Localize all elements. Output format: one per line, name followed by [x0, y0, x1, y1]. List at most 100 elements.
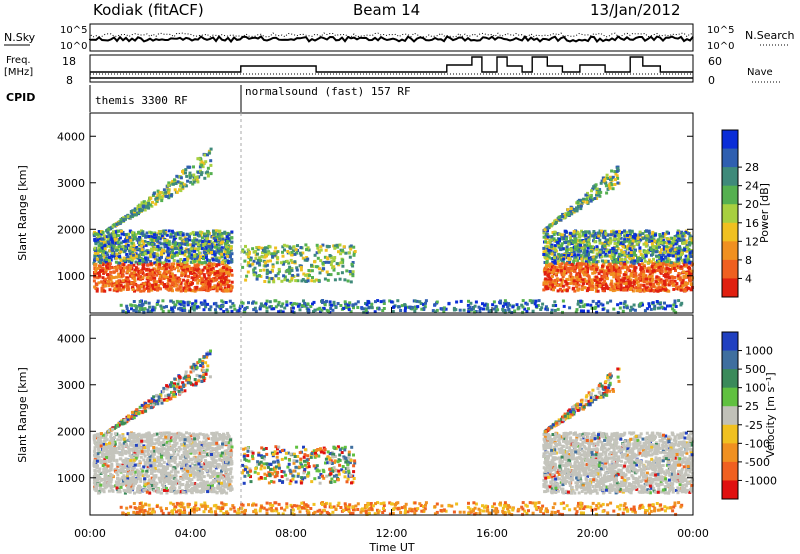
range-cell: [657, 259, 661, 263]
range-cell: [189, 247, 193, 251]
range-cell: [276, 272, 280, 276]
range-cell: [531, 299, 535, 303]
range-cell: [649, 248, 653, 252]
range-cell: [198, 257, 201, 261]
range-cell: [223, 256, 227, 260]
range-cell: [562, 257, 566, 261]
range-cell: [521, 299, 525, 303]
range-cell: [155, 258, 159, 262]
range-cell: [589, 246, 593, 250]
range-cell: [222, 259, 226, 263]
range-cell: [652, 257, 655, 261]
range-cell: [134, 307, 138, 311]
range-cell: [229, 305, 233, 309]
range-cell: [681, 279, 685, 283]
range-cell: [632, 264, 636, 268]
range-cell: [155, 273, 159, 277]
range-cell: [585, 200, 589, 204]
range-cell: [563, 213, 567, 217]
range-cell: [193, 254, 197, 258]
range-cell: [521, 310, 525, 314]
range-cell: [101, 241, 105, 245]
range-cell: [545, 270, 549, 274]
range-cell: [677, 249, 681, 253]
range-cell: [666, 275, 670, 279]
range-cell: [600, 251, 604, 255]
range-cell: [579, 277, 583, 281]
range-cell: [225, 289, 229, 293]
range-cell: [622, 288, 626, 292]
range-cell: [316, 307, 320, 311]
range-cell: [106, 262, 110, 266]
range-cell: [631, 269, 635, 273]
range-cell: [112, 270, 116, 274]
range-cell: [150, 288, 154, 292]
range-cell: [109, 270, 113, 274]
range-cell: [658, 286, 662, 290]
range-cell: [213, 271, 217, 275]
range-cell: [186, 267, 189, 271]
range-cell: [241, 249, 244, 253]
range-cell: [572, 231, 576, 235]
range-cell: [612, 260, 616, 264]
range-cell: [153, 236, 157, 240]
range-cell: [503, 299, 507, 303]
range-cell: [126, 243, 130, 247]
range-cell: [194, 176, 197, 180]
range-cell: [595, 275, 598, 279]
range-cell: [203, 275, 207, 279]
range-cell: [347, 305, 351, 309]
range-cell: [212, 240, 216, 244]
range-cell: [193, 274, 196, 277]
range-cell: [153, 261, 157, 265]
range-cell: [179, 189, 183, 193]
range-cell: [232, 304, 236, 308]
range-cell: [93, 257, 97, 261]
range-cell: [602, 275, 605, 279]
range-cell: [579, 280, 583, 283]
range-cell: [101, 276, 105, 280]
range-cell: [169, 268, 173, 272]
range-cell: [107, 227, 111, 231]
range-cell: [553, 261, 557, 265]
range-cell: [108, 256, 112, 259]
range-cell: [546, 287, 550, 291]
range-cell: [621, 242, 625, 246]
range-cell: [143, 251, 147, 255]
range-cell: [165, 233, 169, 237]
range-cell: [281, 302, 285, 306]
range-cell: [570, 234, 574, 238]
range-cell: [172, 259, 176, 262]
range-cell: [121, 266, 125, 270]
range-cell: [649, 235, 653, 239]
range-cell: [603, 279, 607, 283]
range-cell: [126, 270, 130, 274]
range-cell: [216, 270, 220, 274]
range-cell: [93, 251, 97, 255]
range-cell: [130, 281, 134, 285]
range-cell: [215, 263, 219, 267]
range-cell: [101, 269, 105, 273]
range-cell: [293, 252, 297, 256]
range-cell: [197, 170, 201, 174]
range-cell: [628, 247, 632, 251]
range-cell: [188, 309, 192, 313]
range-cell: [159, 274, 163, 277]
range-cell: [98, 265, 102, 269]
range-cell: [568, 274, 572, 278]
range-cell: [259, 259, 263, 263]
range-cell: [191, 302, 195, 306]
range-cell: [351, 270, 355, 274]
range-cell: [670, 247, 674, 251]
range-cell: [155, 280, 159, 284]
range-cell: [304, 273, 308, 277]
cpid-mode-1: themis 3300 RF: [95, 94, 188, 107]
range-cell: [140, 248, 144, 252]
range-cell: [638, 257, 642, 261]
range-cell: [173, 178, 176, 182]
range-cell: [112, 223, 116, 227]
range-cell: [676, 274, 680, 278]
range-cell: [350, 262, 354, 266]
range-cell: [252, 268, 256, 272]
range-cell: [101, 253, 105, 257]
